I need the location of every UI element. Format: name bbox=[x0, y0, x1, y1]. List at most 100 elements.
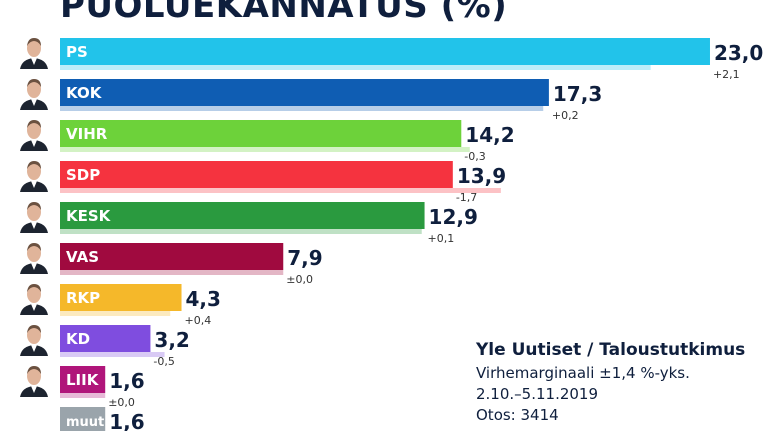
chart-title: PUOLUEKANNATUS (%) bbox=[60, 0, 508, 26]
value-label: 12,9 bbox=[429, 205, 478, 229]
bar-row-kd: KD 3,2 -0,5 bbox=[18, 322, 190, 368]
portrait-collar bbox=[31, 140, 37, 147]
portrait-icon bbox=[18, 363, 50, 397]
party-label: KESK bbox=[66, 207, 112, 225]
sample-size: Otos: 3414 bbox=[476, 406, 559, 424]
bar-row-vas: VAS 7,9 ±0,0 bbox=[18, 240, 323, 286]
value-label: 1,6 bbox=[109, 369, 144, 393]
previous-value-bar bbox=[60, 65, 651, 70]
bar-row-vihr: VIHR 14,2 -0,3 bbox=[18, 117, 515, 163]
bar bbox=[60, 79, 549, 106]
party-label: VAS bbox=[66, 248, 99, 266]
portrait-icon bbox=[18, 35, 50, 69]
portrait-collar bbox=[31, 386, 37, 393]
change-label: +2,1 bbox=[713, 68, 740, 81]
portrait-collar bbox=[31, 222, 37, 229]
party-label: KOK bbox=[66, 84, 103, 102]
bar-row-sdp: SDP 13,9 -1,7 bbox=[18, 158, 506, 204]
portrait-face bbox=[27, 162, 41, 180]
bar bbox=[60, 161, 453, 188]
portrait-icon bbox=[18, 158, 50, 192]
change-label: +0,1 bbox=[428, 232, 455, 245]
value-label: 13,9 bbox=[457, 164, 506, 188]
previous-value-bar bbox=[60, 229, 422, 234]
bar bbox=[60, 284, 182, 311]
portrait-icon bbox=[18, 322, 50, 356]
bar bbox=[60, 366, 106, 393]
bar bbox=[60, 243, 284, 270]
party-label: muut bbox=[66, 415, 104, 430]
portrait-icon bbox=[18, 240, 50, 274]
portrait-collar bbox=[31, 181, 37, 188]
previous-value-bar bbox=[60, 393, 106, 398]
portrait-face bbox=[27, 285, 41, 303]
previous-value-bar bbox=[60, 352, 165, 357]
portrait-collar bbox=[31, 99, 37, 106]
bar bbox=[60, 407, 106, 431]
portrait-icon bbox=[18, 117, 50, 151]
previous-value-bar bbox=[60, 311, 171, 316]
survey-date: 2.10.–5.11.2019 bbox=[476, 385, 599, 403]
portrait-hair bbox=[27, 79, 41, 87]
party-label: RKP bbox=[66, 289, 100, 307]
change-label: +0,2 bbox=[552, 109, 579, 122]
previous-value-bar bbox=[60, 147, 470, 152]
previous-value-bar bbox=[60, 188, 501, 193]
portrait-hair bbox=[27, 202, 41, 210]
value-label: 4,3 bbox=[186, 287, 221, 311]
error-margin: Virhemarginaali ±1,4 %-yks. bbox=[476, 364, 690, 382]
bar-row-rkp: RKP 4,3 +0,4 bbox=[18, 281, 221, 327]
change-label: -0,3 bbox=[464, 150, 485, 163]
party-label: LIIK bbox=[66, 371, 100, 389]
bar-row-kesk: KESK 12,9 +0,1 bbox=[18, 199, 478, 245]
portrait-face bbox=[27, 121, 41, 139]
value-label: 23,0 bbox=[714, 41, 763, 65]
change-label: +0,4 bbox=[185, 314, 212, 327]
portrait-hair bbox=[27, 325, 41, 333]
portrait-collar bbox=[31, 263, 37, 270]
bar bbox=[60, 38, 710, 65]
portrait-collar bbox=[31, 58, 37, 65]
previous-value-bar bbox=[60, 270, 284, 275]
portrait-face bbox=[27, 203, 41, 221]
portrait-face bbox=[27, 326, 41, 344]
bar bbox=[60, 202, 425, 229]
portrait-hair bbox=[27, 120, 41, 128]
portrait-face bbox=[27, 367, 41, 385]
party-label: VIHR bbox=[66, 125, 108, 143]
value-label: 14,2 bbox=[465, 123, 514, 147]
previous-value-bar bbox=[60, 106, 544, 111]
portrait-face bbox=[27, 244, 41, 262]
bar-row-ps: PS 23,0 +2,1 bbox=[18, 35, 763, 81]
portrait-hair bbox=[27, 161, 41, 169]
source-title: Yle Uutiset / Taloustutkimus bbox=[476, 340, 746, 360]
change-label: -0,5 bbox=[153, 355, 174, 368]
portrait-hair bbox=[27, 243, 41, 251]
portrait-icon bbox=[18, 199, 50, 233]
bar bbox=[60, 325, 151, 352]
bar-row-kok: KOK 17,3 +0,2 bbox=[18, 76, 602, 122]
change-label: -1,7 bbox=[456, 191, 477, 204]
bar bbox=[60, 120, 462, 147]
bar-row-liik: LIIK 1,6 ±0,0 bbox=[18, 363, 145, 409]
portrait-hair bbox=[27, 284, 41, 292]
portrait-icon bbox=[18, 76, 50, 110]
value-label: 17,3 bbox=[553, 82, 602, 106]
party-label: KD bbox=[66, 330, 90, 348]
portrait-hair bbox=[27, 366, 41, 374]
value-label: 1,6 bbox=[109, 410, 144, 431]
change-label: ±0,0 bbox=[286, 273, 313, 286]
portrait-collar bbox=[31, 304, 37, 311]
value-label: 3,2 bbox=[154, 328, 189, 352]
value-label: 7,9 bbox=[287, 246, 322, 270]
portrait-icon bbox=[18, 281, 50, 315]
portrait-face bbox=[27, 80, 41, 98]
bar-row-muut: muut 1,6 bbox=[60, 407, 145, 431]
party-label: PS bbox=[66, 43, 88, 61]
portrait-hair bbox=[27, 38, 41, 46]
change-label: ±0,0 bbox=[108, 396, 135, 409]
portrait-collar bbox=[31, 345, 37, 352]
portrait-face bbox=[27, 39, 41, 57]
party-label: SDP bbox=[66, 166, 100, 184]
